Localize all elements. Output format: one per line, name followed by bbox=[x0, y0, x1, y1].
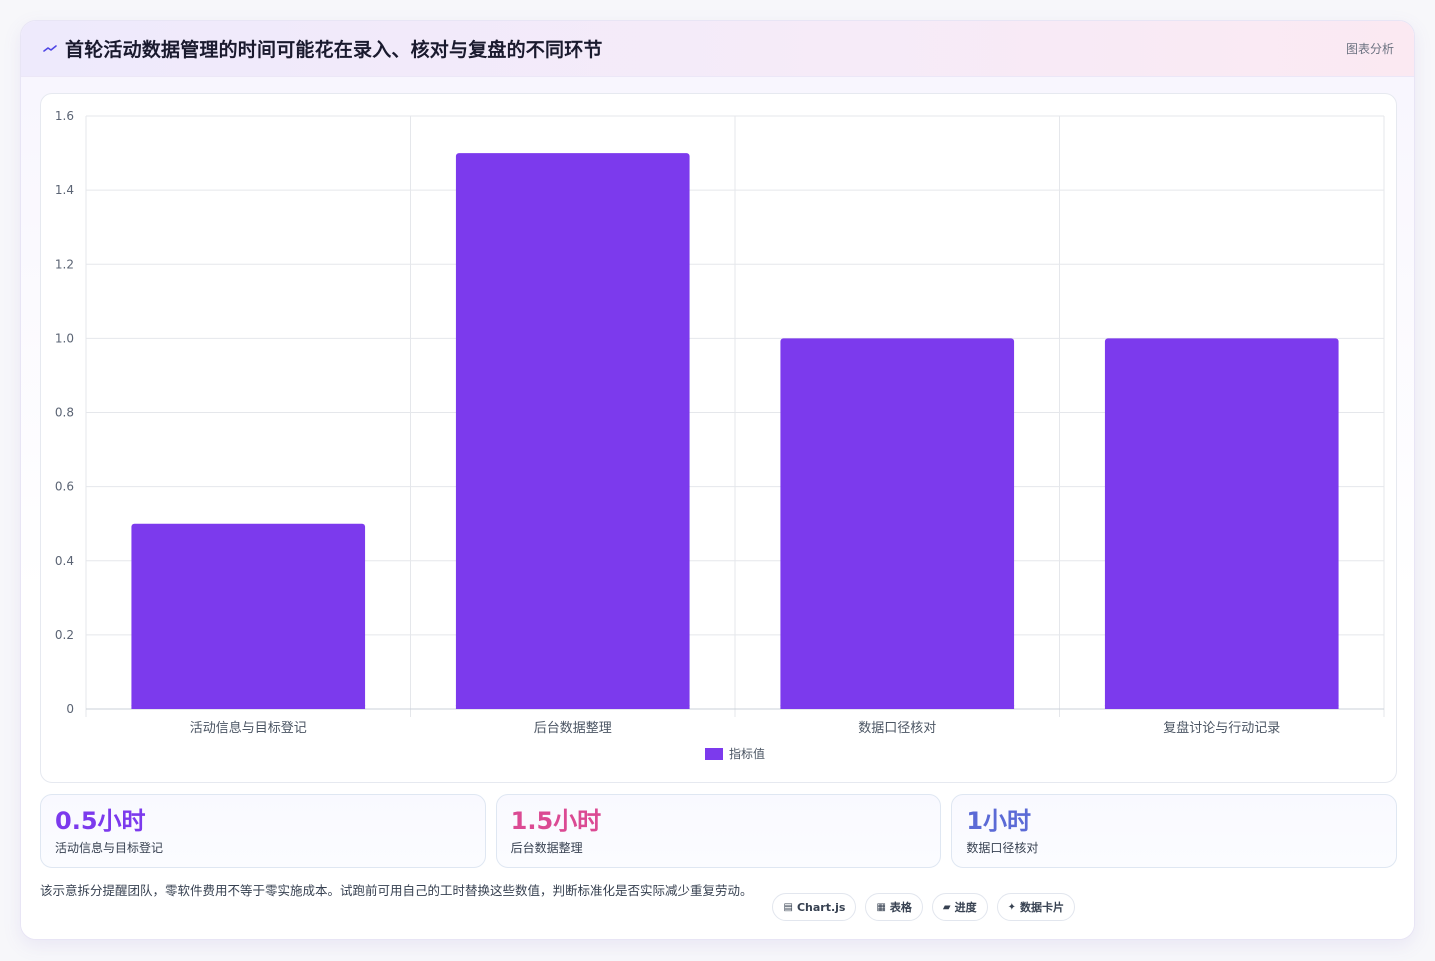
y-tick-label: 1.4 bbox=[55, 183, 74, 197]
stat-card: 1.5小时 后台数据整理 bbox=[495, 794, 942, 868]
chip-label: Chart.js bbox=[796, 900, 846, 914]
x-tick-label: 复盘讨论与行动记录 bbox=[1163, 720, 1280, 736]
stat-label: 活动信息与目标登记 bbox=[55, 841, 164, 855]
chip-label: 进度 bbox=[954, 901, 977, 914]
stat-value: 1小时 bbox=[966, 807, 1032, 835]
bar-chart: 0 0.2 0.4 0.6 0.8 1.0 1.2 1.4 1.6 活动信息与目标登记 后台数据整理… bbox=[55, 109, 1385, 761]
bar bbox=[1104, 338, 1339, 709]
bar-base bbox=[780, 705, 1015, 709]
y-tick-label: 0 bbox=[66, 702, 74, 716]
bar-base bbox=[131, 705, 366, 709]
chip-label: 数据卡片 bbox=[1020, 901, 1064, 914]
header-tag: 图表分析 bbox=[1345, 42, 1394, 56]
y-tick-label: 1.0 bbox=[55, 331, 74, 345]
chip-table[interactable]: ▦ 表格 bbox=[865, 893, 923, 921]
stat-label: 数据口径核对 bbox=[966, 841, 1039, 855]
y-tick-label: 0.6 bbox=[55, 480, 74, 494]
chip-list: ▤ Chart.js ▦ 表格 ▰ 进度 ✦ 数据卡片 bbox=[772, 893, 1075, 921]
bar-base bbox=[1104, 705, 1339, 709]
legend-swatch bbox=[705, 748, 723, 760]
chip-label: 表格 bbox=[889, 901, 912, 914]
stat-card: 0.5小时 活动信息与目标登记 bbox=[40, 794, 486, 868]
bar-base bbox=[455, 705, 690, 709]
chart-icon: ▤ bbox=[783, 901, 793, 913]
stat-value: 0.5小时 bbox=[55, 807, 146, 835]
y-tick-label: 0.4 bbox=[55, 554, 74, 568]
stat-cards: 0.5小时 活动信息与目标登记 1.5小时 后台数据整理 1小时 数据口径核对 bbox=[40, 794, 1398, 868]
page-title: 首轮活动数据管理的时间可能花在录入、核对与复盘的不同环节 bbox=[65, 39, 603, 61]
chip-data-card[interactable]: ✦ 数据卡片 bbox=[996, 893, 1075, 921]
x-tick-label: 数据口径核对 bbox=[858, 721, 936, 736]
y-tick-label: 1.6 bbox=[55, 109, 74, 123]
y-tick-label: 0.8 bbox=[55, 406, 74, 420]
legend-label: 指标值 bbox=[729, 746, 765, 761]
card-header: 首轮活动数据管理的时间可能花在录入、核对与复盘的不同环节 图表分析 bbox=[21, 21, 1414, 77]
bar bbox=[455, 153, 690, 709]
progress-icon: ▰ bbox=[942, 901, 951, 913]
chip-progress[interactable]: ▰ 进度 bbox=[931, 893, 988, 921]
card-footer: 该示意拆分提醒团队，零软件费用不等于零实施成本。试跑前可用自己的工时替换这些数值… bbox=[40, 881, 1397, 931]
x-tick-label: 活动信息与目标登记 bbox=[190, 720, 307, 736]
chart-card: 首轮活动数据管理的时间可能花在录入、核对与复盘的不同环节 图表分析 0 0.2 0.… bbox=[20, 20, 1415, 940]
chart-panel: 0 0.2 0.4 0.6 0.8 1.0 1.2 1.4 1.6 活动信息与目标登记 后台数据整理… bbox=[40, 93, 1397, 783]
bar bbox=[780, 338, 1015, 709]
y-tick-label: 0.2 bbox=[55, 628, 74, 642]
sparkline-icon bbox=[41, 40, 59, 58]
y-tick-label: 1.2 bbox=[55, 257, 74, 271]
stat-value: 1.5小时 bbox=[510, 807, 602, 835]
stat-card: 1小时 数据口径核对 bbox=[951, 794, 1398, 868]
table-icon: ▦ bbox=[876, 901, 886, 913]
bar bbox=[131, 523, 366, 709]
chip-chartjs[interactable]: ▤ Chart.js bbox=[772, 893, 857, 921]
stat-label: 后台数据整理 bbox=[510, 841, 583, 855]
sparkle-icon: ✦ bbox=[1007, 901, 1016, 913]
x-tick-label: 后台数据整理 bbox=[534, 721, 612, 736]
footer-note: 该示意拆分提醒团队，零软件费用不等于零实施成本。试跑前可用自己的工时替换这些数值… bbox=[40, 883, 753, 898]
